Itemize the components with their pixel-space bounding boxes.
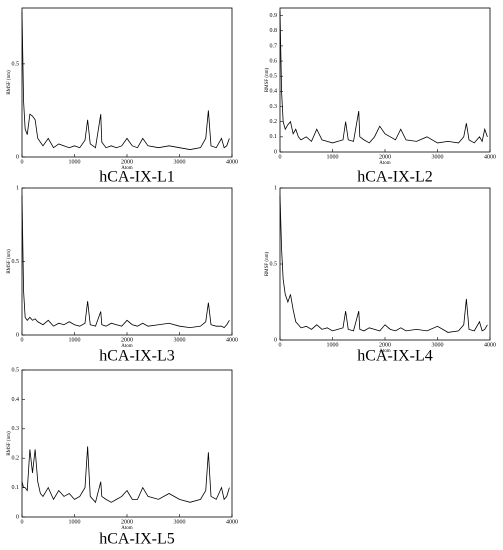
x-axis-label: Atom: [379, 349, 391, 354]
x-tick-label: 3000: [432, 342, 444, 348]
x-axis-label: Atom: [379, 161, 391, 166]
y-tick-label: 0.1: [270, 134, 278, 140]
x-tick-label: 3000: [174, 159, 186, 165]
y-axis-label: RMSF (nm): [7, 249, 12, 274]
x-axis-label: Atom: [121, 166, 133, 171]
y-tick-label: 0.4: [12, 397, 20, 403]
x-axis-label: Atom: [121, 344, 133, 349]
x-tick-label: 0: [21, 159, 24, 165]
y-axis-label: RMSF (nm): [265, 252, 270, 277]
y-tick-label: 0.5: [270, 261, 278, 267]
panel-title: hCA-IX-L1: [99, 169, 175, 186]
x-tick-label: 2000: [121, 519, 133, 525]
y-axis-label: RMSF (nm): [7, 70, 12, 95]
x-tick-label: 3000: [174, 337, 186, 343]
y-tick-label: 0.7: [270, 43, 278, 49]
plot-frame: [21, 369, 233, 518]
panel-title: hCA-IX-L2: [357, 169, 433, 186]
x-tick-label: 2000: [379, 342, 391, 348]
y-tick-label: 0.3: [270, 104, 278, 110]
x-axis-label: Atom: [121, 526, 133, 531]
rmsf-line: [279, 195, 488, 333]
y-tick-label: 0.1: [12, 485, 20, 491]
y-tick-label: 0.3: [12, 426, 20, 432]
x-tick-label: 0: [21, 337, 24, 343]
x-tick-label: 0: [279, 154, 282, 160]
y-tick-label: 0.2: [270, 119, 278, 125]
x-tick-label: 2000: [379, 154, 391, 160]
x-tick-label: 2000: [121, 159, 133, 165]
y-tick-label: 0: [274, 149, 277, 155]
x-tick-label: 0: [21, 519, 24, 525]
panel-title: hCA-IX-L3: [99, 348, 175, 365]
y-tick-label: 0.5: [12, 259, 20, 265]
y-tick-label: 0: [274, 337, 277, 343]
y-tick-label: 0.6: [270, 58, 278, 64]
y-tick-label: 0.4: [270, 89, 278, 95]
y-tick-label: 1: [274, 185, 277, 191]
y-axis-label: RMSF (nm): [7, 431, 12, 456]
x-tick-label: 1000: [69, 337, 81, 343]
plot-frame: [279, 7, 491, 153]
y-axis-label: RMSF (nm): [265, 68, 270, 93]
y-tick-label: 0.5: [12, 367, 20, 373]
y-tick-label: 0: [16, 154, 19, 160]
x-tick-label: 3000: [174, 519, 186, 525]
x-tick-label: 4000: [226, 159, 238, 165]
y-tick-label: 0.8: [270, 28, 278, 34]
plot-frame: [279, 187, 491, 341]
y-tick-label: 0.2: [12, 456, 20, 462]
y-tick-label: 0.9: [270, 13, 278, 19]
x-tick-label: 2000: [121, 337, 133, 343]
rmsf-line: [21, 446, 230, 504]
x-tick-label: 4000: [484, 154, 496, 160]
x-tick-label: 4000: [226, 519, 238, 525]
rmsf-line: [279, 11, 488, 144]
panel-title: hCA-IX-L4: [357, 348, 433, 365]
y-tick-label: 0.5: [270, 74, 278, 80]
x-tick-label: 3000: [432, 154, 444, 160]
plot-frame: [21, 187, 233, 336]
x-tick-label: 4000: [226, 337, 238, 343]
y-tick-label: 0: [16, 332, 19, 338]
x-tick-label: 1000: [327, 154, 339, 160]
panel-title: hCA-IX-L5: [99, 531, 175, 548]
x-tick-label: 1000: [69, 159, 81, 165]
x-tick-label: 0: [279, 342, 282, 348]
x-tick-label: 1000: [327, 342, 339, 348]
rmsf-line: [21, 11, 230, 150]
x-tick-label: 1000: [69, 519, 81, 525]
y-tick-label: 1: [16, 185, 19, 191]
plot-frame: [21, 7, 233, 158]
y-tick-label: 0: [16, 514, 19, 520]
rmsf-line: [21, 195, 230, 329]
x-tick-label: 4000: [484, 342, 496, 348]
y-tick-label: 0.5: [12, 61, 20, 67]
